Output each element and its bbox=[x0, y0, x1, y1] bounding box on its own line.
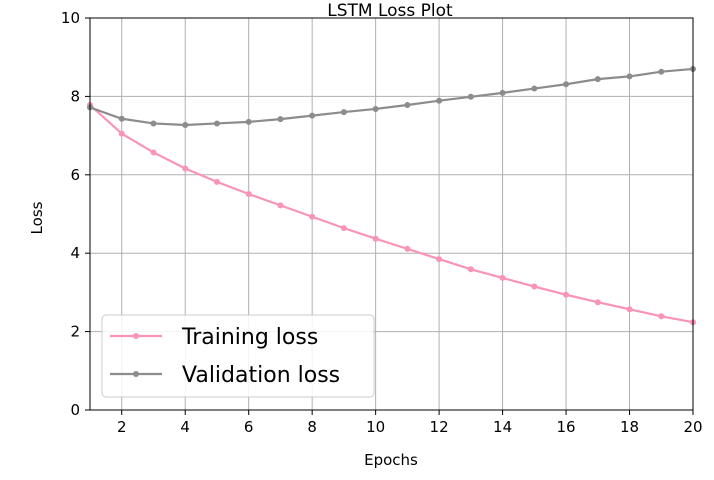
legend-item: Validation loss bbox=[110, 363, 340, 388]
data-point bbox=[182, 122, 189, 129]
series-line bbox=[89, 67, 694, 127]
data-point bbox=[404, 245, 411, 252]
data-point bbox=[563, 291, 570, 298]
data-point bbox=[594, 299, 601, 306]
data-point bbox=[658, 68, 665, 75]
data-point bbox=[309, 112, 316, 119]
x-tick-label: 20 bbox=[683, 418, 702, 436]
data-point bbox=[404, 102, 411, 109]
data-point bbox=[213, 178, 220, 185]
data-point bbox=[467, 266, 474, 273]
series-validation-loss bbox=[87, 65, 696, 129]
data-point bbox=[436, 256, 443, 263]
y-axis-label: Loss bbox=[28, 201, 46, 234]
data-point bbox=[658, 313, 665, 320]
x-tick-label: 16 bbox=[557, 418, 576, 436]
data-point bbox=[340, 225, 347, 232]
legend-marker bbox=[133, 333, 139, 339]
y-tick-label: 4 bbox=[70, 244, 80, 262]
series-layer bbox=[87, 65, 696, 326]
data-point bbox=[372, 105, 379, 112]
x-tick-label: 4 bbox=[180, 418, 190, 436]
x-tick-label: 8 bbox=[307, 418, 317, 436]
y-tick-label: 2 bbox=[70, 323, 80, 341]
series-line bbox=[89, 104, 694, 324]
data-point bbox=[499, 274, 506, 281]
data-point bbox=[467, 93, 474, 100]
data-point bbox=[213, 120, 220, 127]
data-point bbox=[150, 149, 157, 156]
data-point bbox=[150, 120, 157, 127]
chart-title: LSTM Loss Plot bbox=[327, 1, 453, 21]
x-axis-label: Epochs bbox=[364, 451, 418, 469]
ticks: 2 4 6 8 10 12 14 16 18 20 0 2 4 6 8 10 bbox=[61, 9, 703, 436]
legend-label: Validation loss bbox=[182, 363, 340, 388]
data-point bbox=[245, 118, 252, 125]
x-tick-label: 2 bbox=[117, 418, 127, 436]
data-point bbox=[118, 130, 125, 137]
data-point bbox=[245, 191, 252, 198]
data-point bbox=[436, 97, 443, 104]
series-training-loss bbox=[87, 102, 696, 326]
data-point bbox=[277, 202, 284, 209]
data-point bbox=[309, 213, 316, 220]
data-point bbox=[531, 85, 538, 92]
x-tick-label: 12 bbox=[430, 418, 449, 436]
x-tick-label: 10 bbox=[366, 418, 385, 436]
legend-marker bbox=[133, 371, 139, 377]
legend: Training loss Validation loss bbox=[101, 314, 375, 398]
y-tick-label: 6 bbox=[70, 166, 80, 184]
y-tick-label: 0 bbox=[70, 401, 80, 419]
y-tick-label: 10 bbox=[61, 9, 80, 27]
data-point bbox=[340, 109, 347, 116]
legend-label: Training loss bbox=[181, 325, 318, 350]
data-point bbox=[626, 73, 633, 80]
legend-item: Training loss bbox=[110, 325, 318, 350]
data-point bbox=[277, 116, 284, 123]
data-point bbox=[372, 235, 379, 242]
data-point bbox=[531, 283, 538, 290]
y-tick-label: 8 bbox=[70, 87, 80, 105]
legend-box bbox=[101, 314, 375, 398]
data-point bbox=[626, 306, 633, 313]
data-point bbox=[563, 81, 570, 88]
data-point bbox=[594, 76, 601, 83]
x-tick-label: 6 bbox=[244, 418, 254, 436]
x-tick-label: 14 bbox=[493, 418, 512, 436]
data-point bbox=[499, 89, 506, 96]
data-point bbox=[182, 165, 189, 172]
x-tick-label: 18 bbox=[620, 418, 639, 436]
data-point bbox=[118, 115, 125, 122]
plot-frame bbox=[89, 17, 694, 411]
